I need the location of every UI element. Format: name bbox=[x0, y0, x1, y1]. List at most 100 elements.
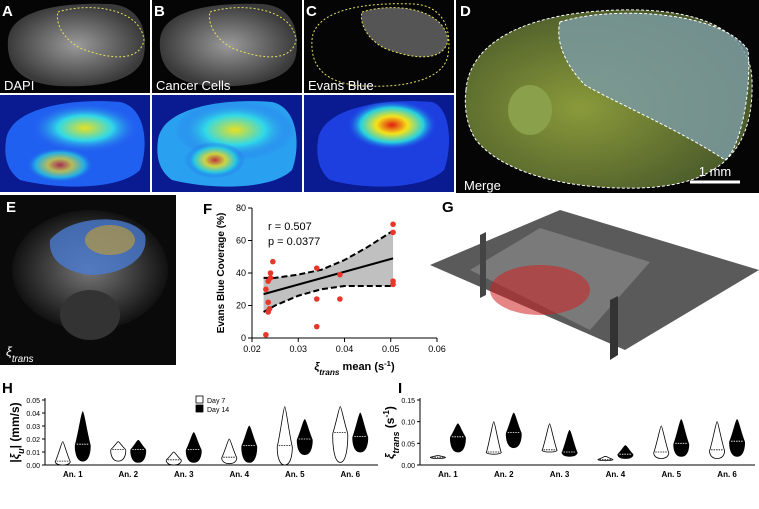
label-part: ξ bbox=[314, 361, 320, 373]
data-point bbox=[390, 229, 396, 236]
y-tick-label: 0.04 bbox=[26, 411, 40, 418]
x-tick-label: An. 3 bbox=[550, 470, 570, 479]
panel-label: D bbox=[460, 3, 471, 20]
label-part: trans bbox=[319, 368, 340, 377]
x-tick-label: 0.04 bbox=[336, 344, 354, 354]
violin bbox=[709, 421, 726, 459]
panel-label: G bbox=[442, 199, 454, 216]
label-part: mean (s bbox=[339, 361, 384, 373]
violin bbox=[352, 412, 369, 453]
x-tick-label: An. 4 bbox=[229, 470, 249, 479]
x-tick-label: An. 6 bbox=[340, 470, 360, 479]
data-point bbox=[263, 286, 269, 293]
violin bbox=[597, 455, 614, 462]
panel-label: H bbox=[2, 380, 13, 397]
label-part: ξ bbox=[8, 453, 22, 459]
violin bbox=[505, 412, 522, 449]
data-point bbox=[265, 299, 271, 306]
label-part: | bbox=[8, 459, 22, 462]
y-tick-label: 0.02 bbox=[26, 437, 40, 444]
label-part: -1 bbox=[384, 359, 392, 368]
y-axis-label: ξtrans (s-1) bbox=[381, 406, 401, 459]
data-point bbox=[270, 258, 276, 265]
data-point bbox=[313, 265, 320, 271]
violin bbox=[276, 406, 293, 466]
x-tick-label: An. 1 bbox=[438, 470, 458, 479]
violin bbox=[541, 423, 558, 453]
x-tick-label: An. 3 bbox=[174, 470, 194, 479]
panel-g bbox=[430, 210, 759, 360]
data-point bbox=[267, 270, 274, 276]
violin bbox=[110, 441, 127, 462]
label-part: -1 bbox=[381, 410, 391, 418]
data-point bbox=[313, 296, 320, 302]
image-caption: Evans Blue bbox=[308, 78, 374, 93]
scale-bar-label: 1 mm bbox=[699, 164, 732, 179]
x-axis-label: ξtrans mean (s-1) bbox=[314, 359, 395, 377]
violin bbox=[485, 421, 502, 455]
violin bbox=[165, 451, 182, 466]
panel-label: B bbox=[154, 3, 165, 20]
legend-swatch bbox=[195, 395, 204, 404]
violin bbox=[221, 438, 238, 465]
x-tick-label: An. 6 bbox=[717, 470, 737, 479]
x-tick-label: 0.05 bbox=[382, 344, 400, 354]
panel-label: C bbox=[306, 3, 317, 20]
label-part: ξ bbox=[383, 453, 397, 459]
violin bbox=[332, 406, 349, 463]
confidence-bound bbox=[263, 285, 394, 313]
violin bbox=[241, 425, 258, 463]
legend-label: Day 7 bbox=[207, 398, 225, 405]
y-tick-label: 0.05 bbox=[26, 398, 40, 405]
violin bbox=[185, 432, 202, 463]
panel-d bbox=[456, 0, 759, 193]
x-tick-label: An. 5 bbox=[285, 470, 305, 479]
panel-label: A bbox=[2, 3, 13, 20]
x-tick-label: An. 1 bbox=[63, 470, 83, 479]
violin bbox=[653, 425, 670, 459]
data-point bbox=[337, 271, 343, 278]
label-part: | (mm/s) bbox=[8, 402, 22, 448]
label-part: ) bbox=[383, 406, 397, 410]
y-tick-label: 0.00 bbox=[26, 463, 40, 470]
x-tick-label: 0.03 bbox=[289, 344, 307, 354]
image-caption: DAPI bbox=[4, 78, 34, 93]
label-part: ξ bbox=[6, 344, 13, 359]
y-tick-label: 0.15 bbox=[401, 398, 415, 405]
panel-e bbox=[0, 195, 176, 365]
y-tick-label: 0.00 bbox=[401, 463, 415, 470]
panel-b bbox=[152, 0, 302, 192]
panel-label: I bbox=[398, 380, 402, 397]
violin bbox=[74, 411, 91, 462]
x-tick-label: An. 2 bbox=[494, 470, 514, 479]
y-tick-label: 0.01 bbox=[26, 450, 40, 457]
image-caption: ξtrans bbox=[6, 344, 34, 365]
violin bbox=[617, 445, 634, 459]
label-part: Evans Blue Coverage (%) bbox=[216, 213, 227, 334]
image-caption: Cancer Cells bbox=[156, 78, 231, 93]
y-axis-label: |ξu| (mm/s) bbox=[8, 402, 26, 462]
label-part: ) bbox=[391, 361, 395, 373]
y-tick-label: 0.03 bbox=[26, 424, 40, 431]
data-point bbox=[390, 221, 396, 228]
annotation: r = 0.507 bbox=[268, 221, 312, 233]
y-tick-label: 40 bbox=[236, 268, 246, 278]
x-tick-label: An. 4 bbox=[606, 470, 626, 479]
y-tick-label: 0.10 bbox=[401, 420, 415, 427]
x-tick-label: 0.02 bbox=[243, 344, 261, 354]
x-tick-label: 0.06 bbox=[428, 344, 446, 354]
legend-swatch bbox=[195, 404, 204, 413]
panel-label: F bbox=[203, 201, 212, 218]
x-tick-label: An. 5 bbox=[661, 470, 681, 479]
y-tick-label: 20 bbox=[236, 301, 246, 311]
violin bbox=[673, 419, 690, 457]
violin bbox=[449, 423, 466, 453]
x-tick-label: An. 2 bbox=[118, 470, 138, 479]
label-part: u bbox=[16, 448, 26, 454]
image-caption: Merge bbox=[464, 178, 501, 193]
y-tick-label: 80 bbox=[236, 203, 246, 213]
panel-c bbox=[304, 0, 454, 192]
violin bbox=[130, 439, 147, 463]
y-tick-label: 60 bbox=[236, 236, 246, 246]
